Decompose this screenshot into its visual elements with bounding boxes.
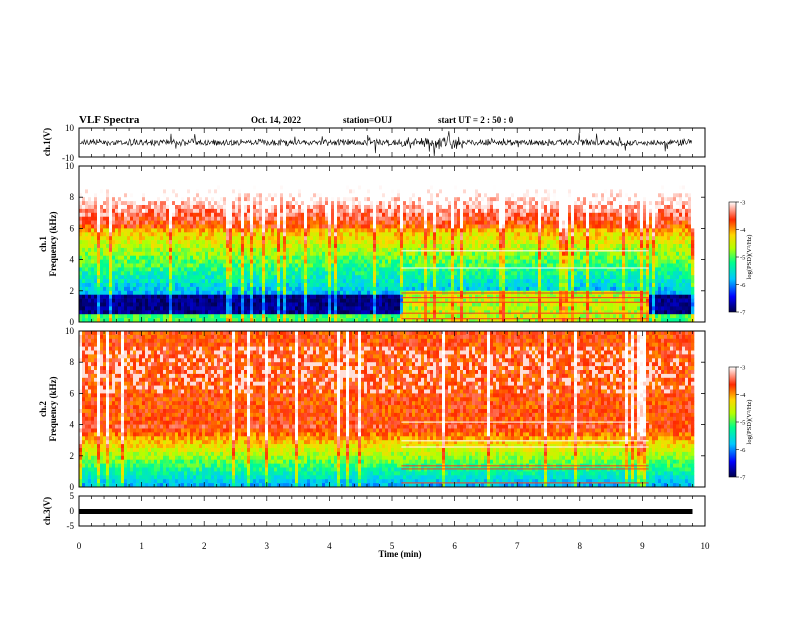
ch3-ytick-top: 5 bbox=[70, 491, 75, 501]
freq-tick-label: 10 bbox=[65, 326, 75, 336]
ch2-colorbar-ticks: -3 -4 -5 -6 -7 bbox=[736, 365, 746, 482]
ch1-spectrogram-ylabel-channel: ch.1 bbox=[38, 236, 48, 252]
colorbar-tick-label: -3 bbox=[740, 365, 745, 372]
ch2-spectrogram-ylabel-freq: Frequency (kHz) bbox=[48, 376, 58, 441]
ch2-spectrogram-image bbox=[79, 331, 705, 488]
colorbar-tick-label: -6 bbox=[740, 447, 746, 454]
time-tick-label: 4 bbox=[327, 541, 332, 551]
colorbar-tick-label: -7 bbox=[740, 310, 746, 317]
ch1-colorbar-ticks: -3 -4 -5 -6 -7 bbox=[736, 200, 746, 317]
time-tick-label: 8 bbox=[578, 541, 583, 551]
time-tick-label: 6 bbox=[452, 541, 457, 551]
time-axis-tick-labels: 0 1 2 3 4 5 6 7 8 9 10 bbox=[77, 541, 710, 551]
freq-tick-label: 2 bbox=[70, 286, 75, 296]
time-axis-label: Time (min) bbox=[378, 549, 421, 559]
ch1-ytick-top: 10 bbox=[65, 123, 75, 133]
colorbar-tick-label: -6 bbox=[740, 282, 746, 289]
ch3-ytick-bottom: -5 bbox=[67, 521, 75, 531]
freq-tick-label: 4 bbox=[70, 420, 75, 430]
ch1-colorbar: -3 -4 -5 -6 -7 log(PSD)(V²/Hz) bbox=[728, 200, 753, 317]
date-label: Oct. 14, 2022 bbox=[251, 115, 301, 125]
colorbar-tick-label: -4 bbox=[740, 227, 746, 234]
freq-tick-label: 8 bbox=[70, 357, 75, 367]
freq-tick-label: 10 bbox=[65, 161, 75, 171]
freq-tick-label: 8 bbox=[70, 192, 75, 202]
ch1-spectrogram-image bbox=[79, 166, 705, 323]
ch1-spectrogram-panel: 0 2 4 6 8 10 ch.1 Frequency (kHz) bbox=[38, 161, 706, 327]
time-axis-ticks bbox=[78, 128, 706, 526]
colorbar-tick-label: -3 bbox=[740, 200, 745, 207]
time-tick-label: 3 bbox=[265, 541, 270, 551]
time-tick-label: 5 bbox=[390, 541, 395, 551]
time-tick-label: 7 bbox=[515, 541, 520, 551]
freq-tick-label: 0 bbox=[70, 482, 75, 492]
ch2-spectrogram-panel: 0 2 4 6 8 10 ch.2 Frequency (kHz) bbox=[38, 326, 706, 492]
freq-tick-label: 6 bbox=[70, 388, 75, 398]
colorbar-tick-label: -4 bbox=[740, 392, 746, 399]
time-tick-label: 9 bbox=[640, 541, 645, 551]
ch1-frequency-axis: 0 2 4 6 8 10 bbox=[65, 161, 705, 327]
station-label: station=OUJ bbox=[343, 115, 393, 125]
ch2-frequency-axis: 0 2 4 6 8 10 bbox=[65, 326, 705, 492]
colorbar-tick-label: -5 bbox=[740, 255, 745, 262]
freq-tick-label: 4 bbox=[70, 255, 75, 265]
ch2-colorbar-scale bbox=[728, 366, 737, 478]
ch2-colorbar: -3 -4 -5 -6 -7 log(PSD)(V²/Hz) bbox=[728, 365, 753, 482]
figure-title: VLF Spectra bbox=[79, 114, 140, 126]
ch2-spectrogram-ylabel-channel: ch.2 bbox=[38, 401, 48, 417]
ch1-ytick-bottom: -10 bbox=[62, 153, 74, 163]
freq-tick-label: 6 bbox=[70, 223, 75, 233]
ch1-colorbar-label: log(PSD)(V²/Hz) bbox=[746, 235, 753, 280]
start-time-label: start UT = 2 : 50 : 0 bbox=[438, 115, 514, 125]
freq-tick-label: 0 bbox=[70, 317, 75, 327]
ch1-waveform-trace bbox=[79, 131, 693, 157]
ch3-ytick-mid: 0 bbox=[70, 506, 75, 516]
ch2-colorbar-label: log(PSD)(V²/Hz) bbox=[746, 400, 753, 445]
time-tick-label: 0 bbox=[77, 541, 82, 551]
colorbar-tick-label: -5 bbox=[740, 420, 745, 427]
ch1-colorbar-scale bbox=[728, 201, 737, 313]
ch1-waveform-path bbox=[79, 131, 693, 157]
ch3-waveform-ylabel: ch.3(V) bbox=[42, 497, 52, 525]
ch1-waveform-ylabel: ch.1(V) bbox=[42, 128, 52, 156]
colorbar-tick-label: -7 bbox=[740, 475, 746, 482]
freq-tick-label: 2 bbox=[70, 451, 75, 461]
ch3-waveform-trace bbox=[79, 509, 693, 514]
time-tick-label: 1 bbox=[139, 541, 144, 551]
time-tick-label: 10 bbox=[701, 541, 711, 551]
time-tick-label: 2 bbox=[202, 541, 207, 551]
ch1-spectrogram-ylabel-freq: Frequency (kHz) bbox=[48, 211, 58, 276]
